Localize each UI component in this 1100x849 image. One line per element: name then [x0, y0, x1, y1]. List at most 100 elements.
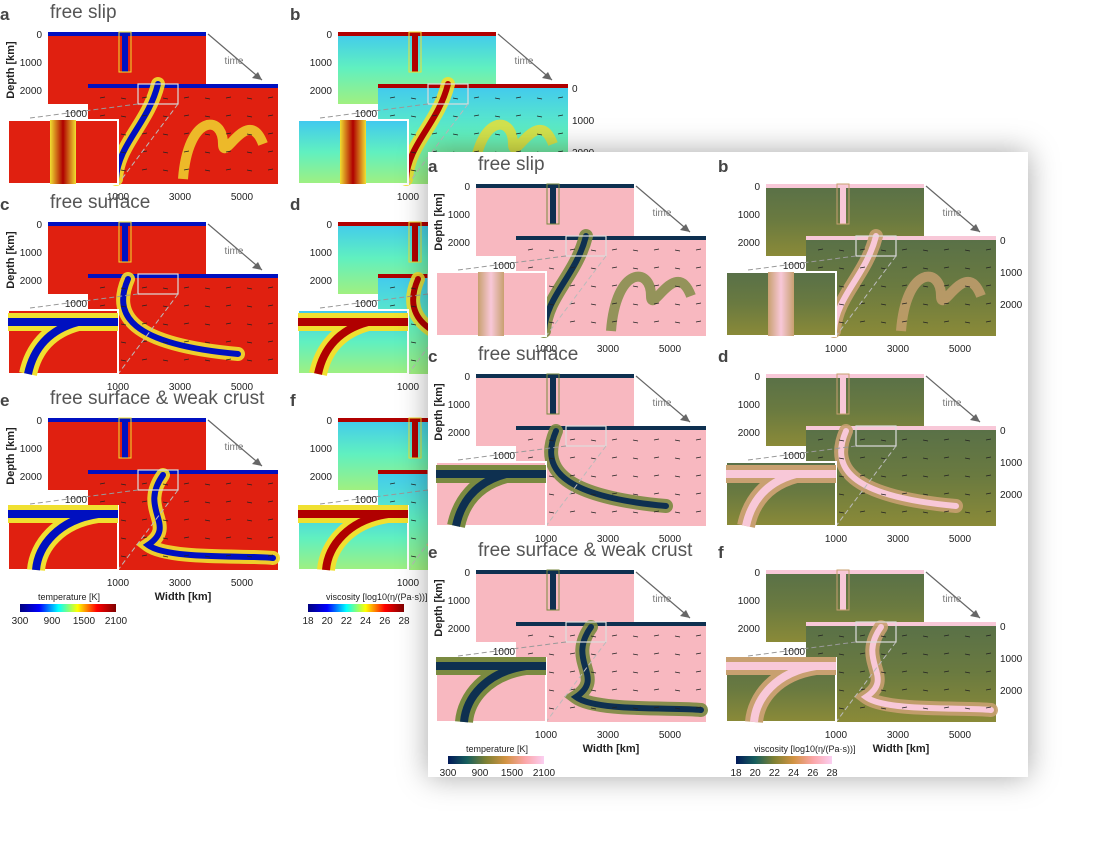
width-axis-label: Width [km]: [583, 743, 640, 755]
subducting-slab: [838, 428, 959, 509]
velocity-arrow: [99, 114, 106, 117]
velocity-arrow: [880, 653, 887, 656]
velocity-arrow: [964, 493, 971, 496]
velocity-arrow: [964, 439, 971, 442]
velocity-arrow: [267, 150, 274, 153]
velocity-arrow: [473, 96, 480, 99]
velocity-arrow: [267, 518, 274, 521]
velocity-arrow: [267, 554, 274, 557]
velocity-arrow: [246, 151, 253, 154]
subducting-slab: [860, 624, 994, 713]
velocity-arrow: [548, 707, 555, 710]
velocity-arrow: [943, 706, 950, 709]
velocity-arrow: [943, 492, 950, 495]
velocity-arrow: [838, 493, 845, 496]
time-label: time: [943, 594, 962, 605]
velocity-arrow: [389, 482, 396, 485]
velocity-arrow: [922, 457, 929, 460]
velocity-arrow: [611, 652, 618, 655]
slab-halo: [408, 31, 422, 73]
velocity-arrow: [611, 634, 618, 637]
velocity-arrow: [901, 320, 908, 323]
velocity-arrow: [548, 511, 555, 514]
velocity-arrow: [569, 266, 576, 269]
velocity-arrow: [120, 169, 127, 172]
evolved-lithosphere: [516, 236, 706, 240]
velocity-arrow: [162, 555, 169, 558]
depth-tick-label: 1000: [20, 248, 43, 259]
velocity-arrow: [141, 554, 148, 557]
velocity-arrow: [204, 537, 211, 540]
panel-title: free surface: [478, 344, 578, 365]
velocity-arrow: [859, 284, 866, 287]
velocity-arrow: [943, 302, 950, 305]
velocity-arrow: [183, 114, 190, 117]
velocity-arrow: [410, 151, 417, 154]
velocity-arrow: [536, 133, 543, 136]
velocity-arrow: [162, 519, 169, 522]
velocity-arrow: [389, 286, 396, 289]
zoom-connector: [457, 641, 567, 657]
inset-slab: [8, 318, 118, 375]
panel-e: e free surface & weak crust Depth [km] 0 100…: [428, 540, 708, 755]
velocity-arrow: [120, 323, 127, 326]
velocity-arrow: [901, 688, 908, 691]
velocity-arrow: [410, 97, 417, 100]
time-arrow: [635, 571, 691, 619]
velocity-arrow: [943, 438, 950, 441]
velocity-arrow: [267, 114, 274, 117]
inset-slab: [768, 272, 794, 336]
velocity-arrow: [695, 438, 702, 441]
velocity-arrow: [880, 475, 887, 478]
zoom-box: [565, 235, 607, 257]
velocity-arrow: [922, 321, 929, 324]
time-label: time: [225, 442, 244, 453]
velocity-arrow: [838, 475, 845, 478]
velocity-arrow: [246, 305, 253, 308]
velocity-arrow: [674, 303, 681, 306]
panel-letter: f: [718, 543, 724, 562]
velocity-arrow: [569, 492, 576, 495]
velocity-arrow: [431, 150, 438, 153]
slab-halo: [408, 221, 422, 263]
zoom-connector: [457, 445, 567, 461]
right-depth-tick: 1000: [1000, 654, 1023, 665]
velocity-arrow: [99, 304, 106, 307]
velocity-arrow: [817, 248, 824, 251]
velocity-arrow: [632, 511, 639, 514]
velocity-arrow: [653, 302, 660, 305]
slab-halo: [546, 183, 560, 225]
velocity-arrow: [183, 554, 190, 557]
initial-slab: [122, 418, 128, 458]
width-tick-label: 3000: [887, 534, 910, 545]
velocity-arrow: [515, 96, 522, 99]
velocity-arrow: [653, 284, 660, 287]
subducting-slab: [142, 472, 276, 561]
colorbar-tick: 24: [788, 768, 800, 777]
velocity-arrow: [204, 115, 211, 118]
velocity-arrow: [674, 707, 681, 710]
initial-slab: [412, 222, 418, 262]
velocity-arrow: [536, 115, 543, 118]
width-tick-label: 1000: [107, 578, 130, 589]
colorbar-gradient: [20, 604, 116, 612]
velocity-arrow: [225, 114, 232, 117]
colorbar-tick: 2100: [533, 768, 556, 777]
velocity-arrow: [964, 285, 971, 288]
inset-slab: [436, 662, 546, 723]
depth-tick-label: 0: [754, 568, 760, 579]
velocity-arrow: [901, 510, 908, 513]
panel-a: a free slip Depth [km] 0 1000 2000 time 1000 100…: [428, 154, 706, 355]
initial-slab: [412, 32, 418, 72]
zoom-connector: [835, 445, 897, 527]
panel-title: free surface & weak crust: [478, 540, 693, 561]
velocity-arrow: [922, 511, 929, 514]
depth-tick-label: 2000: [310, 472, 333, 483]
colorbar-label: viscosity [log10(η/(Pa·s))]: [754, 744, 856, 754]
depth-axis-label: Depth [km]: [5, 427, 17, 485]
width-tick-label: 3000: [887, 344, 910, 355]
velocity-arrow: [985, 266, 992, 269]
panel-letter: d: [718, 347, 728, 366]
